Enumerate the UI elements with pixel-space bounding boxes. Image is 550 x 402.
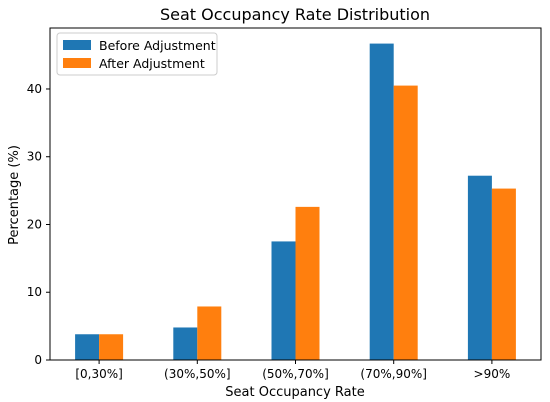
legend-swatch [63,40,91,50]
bar-before-3 [369,43,394,360]
x-tick-label: (30%,50%] [164,367,231,381]
legend-swatch [63,58,91,68]
plot-frame [49,27,542,361]
x-tick-label: (50%,70%] [262,367,329,381]
bar-before-2 [271,241,296,360]
x-tick-label: >90% [474,367,511,381]
bar-before-0 [75,334,100,360]
legend-label: Before Adjustment [99,38,216,53]
chart-title: Seat Occupancy Rate Distribution [160,5,430,24]
bar-after-4 [491,188,516,360]
legend: Before Adjustment After Adjustment [56,32,218,76]
x-axis-label: Seat Occupancy Rate [225,385,364,400]
x-tick-label: (70%,90%] [360,367,427,381]
y-tick-label: 10 [27,285,42,299]
legend-box [56,32,218,76]
y-tick-label: 0 [34,353,42,367]
legend-label: After Adjustment [99,56,205,71]
y-axis-label: Percentage (%) [7,145,22,245]
plot-area: [0,30%] (30%,50%] (50%,70%] (70%,90%] >90% 0 1… [27,27,542,381]
bar-before-1 [173,327,198,360]
y-tick-label: 40 [27,82,42,96]
bar-after-0 [99,334,124,360]
x-tick-label: [0,30%] [75,367,122,381]
bar-after-1 [197,306,222,360]
bar-after-3 [393,85,418,361]
y-tick-label: 30 [27,150,42,164]
bar-after-2 [295,206,320,360]
bar-before-4 [467,175,492,360]
y-tick-label: 20 [27,217,42,231]
